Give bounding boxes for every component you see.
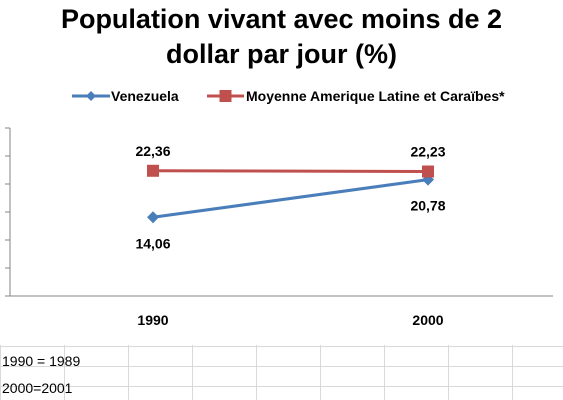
- data-label-1-1: 22,23: [410, 144, 445, 160]
- footnote-2000: 2000=2001: [2, 380, 73, 396]
- chart-title-line-1: Population vivant avec moins de 2: [60, 4, 503, 34]
- data-point-moyenne-1990: [147, 164, 159, 177]
- data-point-moyenne-2000: [422, 165, 434, 178]
- series-line-0: [152, 178, 429, 219]
- data-label-0-0: 14,06: [135, 235, 170, 251]
- footnote-1990: 1990 = 1989: [2, 353, 81, 369]
- legend-label-1: Moyenne Amerique Latine et Caraïbes*: [246, 88, 505, 104]
- series-line-1: [152, 169, 429, 174]
- data-point-venezuela-1990: [147, 211, 159, 224]
- chart-title: Population vivant avec moins de 2 dollar…: [0, 2, 563, 72]
- line-chart: 1990 2000 Venezuela Moyenne Amerique Latine…: [5, 88, 553, 328]
- x-tick-label-2000: 2000: [412, 312, 443, 328]
- chart-area[interactable]: Population vivant avec moins de 2 dollar…: [0, 0, 563, 345]
- chart-title-line-2: dollar par jour (%): [165, 39, 398, 69]
- legend-label-0: Venezuela: [111, 88, 179, 104]
- data-label-1-0: 22,36: [135, 143, 170, 159]
- data-label-0-1: 20,78: [410, 198, 445, 214]
- legend-marker-diamond: [86, 91, 96, 101]
- x-tick-label-1990: 1990: [137, 312, 168, 328]
- legend-marker-square: [219, 90, 232, 102]
